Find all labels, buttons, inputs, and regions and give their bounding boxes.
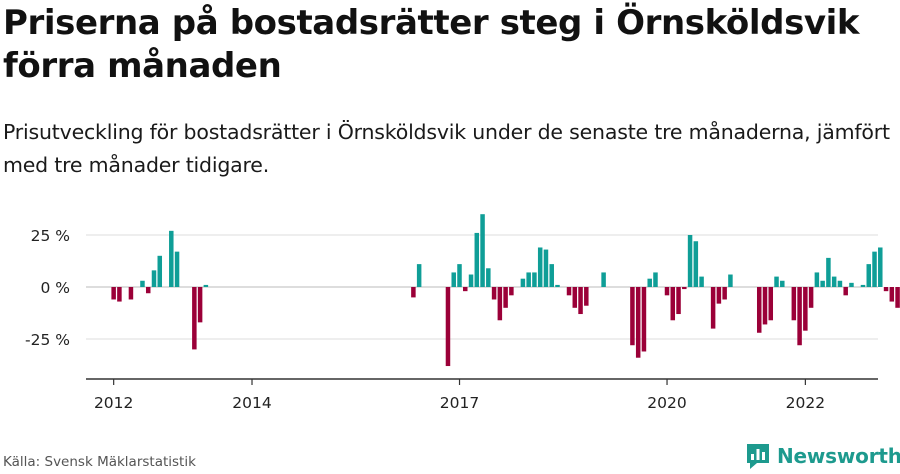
data-bar [578,287,583,315]
data-bar [756,287,762,333]
data-bar [803,287,808,331]
x-tick-label: 2017 [440,394,479,412]
data-bar [895,287,900,308]
x-tick-label: 2020 [647,394,686,412]
data-bar [831,276,837,287]
data-bar [716,287,722,304]
data-bar [463,287,468,292]
data-bar [670,287,676,321]
data-bar [791,287,797,321]
data-bar [797,287,802,346]
x-tick-label: 2014 [232,394,271,412]
data-bar [497,287,503,321]
data-bar [866,264,872,287]
data-bar [762,287,768,325]
data-bar [151,270,157,287]
data-bar [653,272,658,287]
data-bar [722,287,727,300]
data-bar [532,272,537,287]
bar-chart-logo-icon [747,444,769,469]
data-bar [468,274,474,287]
data-bar [480,214,485,287]
data-bar [641,287,647,352]
data-bar [768,287,774,321]
data-bar [445,287,451,367]
data-bar [520,278,526,287]
data-bar [849,282,854,287]
data-bar [780,280,785,287]
newsworthy-logo[interactable]: Newsworthy [745,442,900,470]
data-bar [664,287,670,296]
data-bar [860,284,866,287]
data-bar [682,287,687,290]
data-bar [635,287,641,358]
data-bar [543,249,549,287]
data-bar [647,278,652,287]
y-tick-label: 25 % [31,227,70,245]
chart-title: Priserna på bostadsrätter steg i Örnsköl… [3,3,860,86]
data-bar [693,241,699,287]
data-bar [549,264,554,287]
data-bar [555,284,560,287]
data-bar [203,284,209,287]
data-bar [140,280,145,287]
data-bar [699,276,704,287]
data-bar [808,287,814,308]
source-note: Källa: Svensk Mäklarstatistik [3,454,196,470]
data-bar [416,264,422,287]
data-bar [572,287,578,308]
data-bar [584,287,589,306]
data-bar [837,280,843,287]
data-bar [872,251,877,287]
data-bar [814,272,820,287]
data-bar [174,251,180,287]
data-bar [826,257,831,287]
data-bar [537,247,543,287]
data-bar [457,264,462,287]
data-bar [889,287,895,302]
x-tick-label: 2022 [786,394,825,412]
data-bar [687,235,693,287]
data-bar [503,287,508,308]
data-bar [526,272,531,287]
data-bar [710,287,716,329]
data-bar [728,274,733,287]
data-bar [474,232,480,287]
data-bar [169,230,174,287]
data-bar [491,287,497,300]
data-bar [197,287,203,323]
data-bar [111,287,116,300]
data-bar [601,272,606,287]
data-bar [843,287,848,296]
data-bar [878,247,883,287]
y-tick-label: -25 % [25,331,70,349]
data-bar [883,287,889,292]
x-tick-label: 2012 [94,394,133,412]
data-bar [676,287,681,315]
data-bar [451,272,456,287]
data-bar [509,287,514,296]
data-bar [774,276,779,287]
data-bar [630,287,635,346]
brand-name: Newsworthy [777,444,900,468]
data-bar [566,287,572,296]
chart-subtitle: Prisutveckling för bostadsrätter i Örnsk… [3,120,890,177]
data-bar [145,287,151,294]
data-bar [411,287,416,298]
data-bar [157,255,163,287]
data-bar [117,287,122,302]
y-tick-label: 0 % [40,279,70,297]
data-bar [820,280,825,287]
data-bar [128,287,134,300]
data-bar [192,287,197,350]
data-bar [486,268,491,287]
